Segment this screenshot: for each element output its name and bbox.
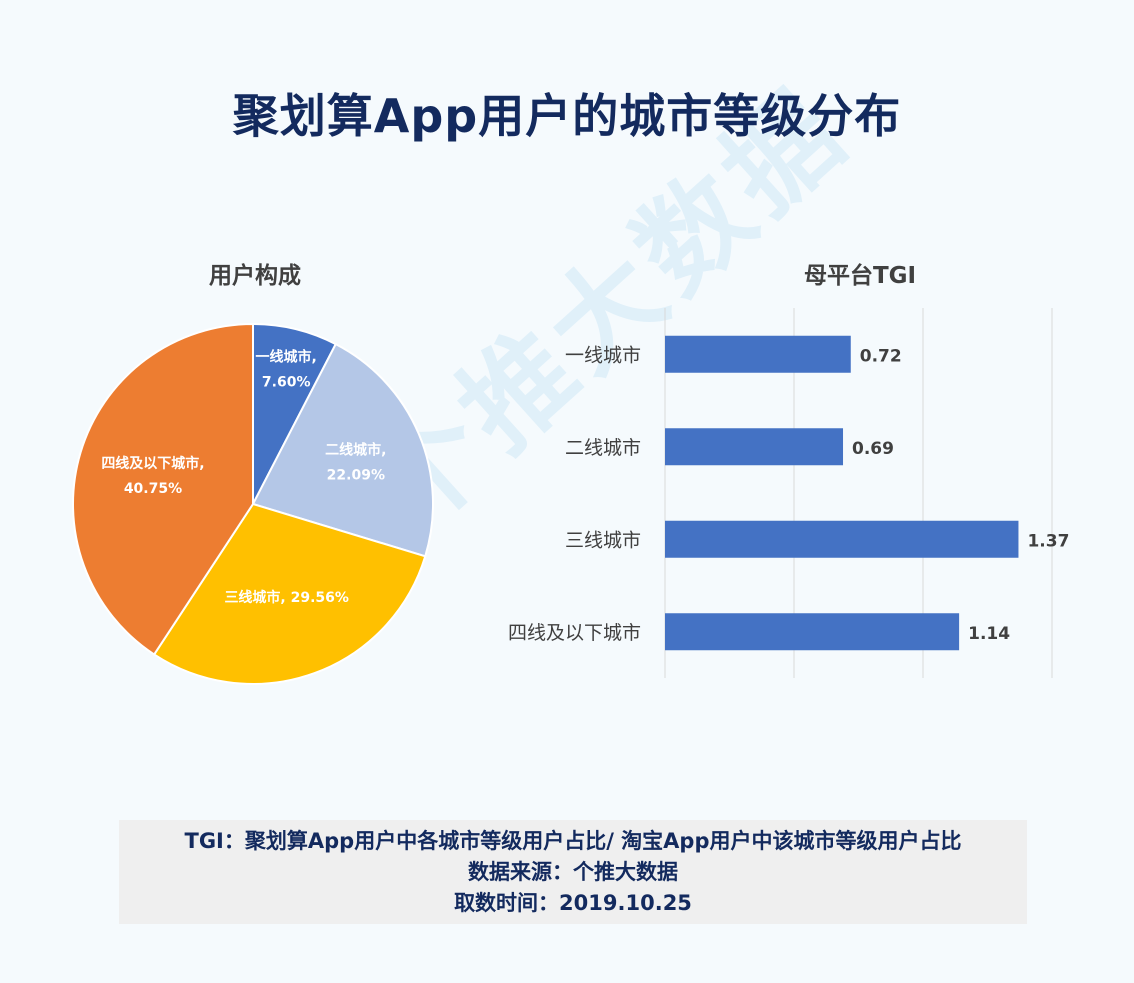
bar-value-label-2: 0.69 [852,439,894,459]
bar-chart-title: 母平台TGI [803,263,917,289]
bar-category-label-3: 三线城市 [565,529,641,551]
bar-category-label-1: 一线城市 [565,344,641,366]
pie-slice-4 [72,322,254,656]
bar-3 [665,520,1019,558]
pie-label-4: 四线及以下城市, 40.75% [101,455,204,497]
bar-category-label-2: 二线城市 [565,437,641,459]
pie-label-3: 三线城市, 29.56% [224,589,349,606]
bar-value-label-4: 1.14 [968,624,1010,644]
footer-tgi-definition: TGI：聚划算App用户中各城市等级用户占比/ 淘宝App用户中该城市等级用户占… [184,829,962,853]
pie-slice-3 [152,502,427,685]
footer-source: 数据来源：个推大数据 [468,860,678,884]
bar-value-label-1: 0.72 [860,346,902,366]
pie-slice-2 [251,342,434,558]
pie-chart-title: 用户构成 [209,263,301,289]
bar-1 [665,335,851,373]
pie-label-1: 一线城市, 7.60% [256,349,317,391]
bar-4 [665,613,960,651]
footer-note: TGI：聚划算App用户中各城市等级用户占比/ 淘宝App用户中该城市等级用户占… [119,820,1027,924]
page-title: 聚划算App用户的城市等级分布 [232,89,902,143]
bar-2 [665,428,844,466]
bar-category-label-4: 四线及以下城市 [508,622,641,644]
pie-label-2: 二线城市, 22.09% [325,442,386,484]
footer-date: 取数时间：2019.10.25 [454,891,692,915]
bar-value-label-3: 1.37 [1027,531,1069,551]
